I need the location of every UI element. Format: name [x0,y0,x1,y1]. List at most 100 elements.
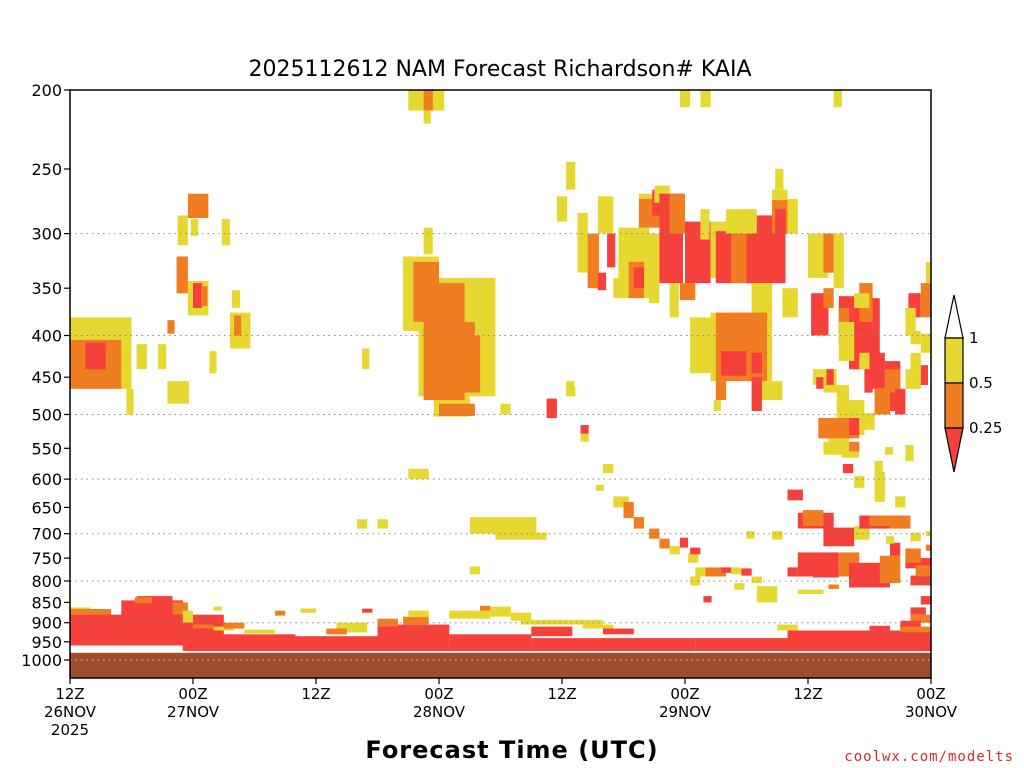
ri-region-high [490,606,511,617]
ri-region-low [842,464,854,474]
ri-region-mid [890,515,911,529]
ri-region-mid [480,605,491,611]
ri-region-low [136,596,173,607]
y-tick-label: 450 [31,368,62,387]
ri-region-low [449,634,532,651]
ri-region-mid [167,320,175,334]
ri-region-high [775,169,784,190]
y-tick-label: 400 [31,327,62,346]
ri-region-high [649,233,660,304]
ri-region-low [741,568,752,576]
ri-region-mid [900,626,931,633]
ri-region-high [669,283,679,318]
ri-region-high [726,209,757,234]
ri-region-mid [275,610,286,616]
x-tick-label: 12Z [793,685,822,703]
y-tick-label: 800 [31,572,62,591]
ri-region-high [777,624,798,631]
ri-region-high [854,293,870,308]
ri-region-high [695,567,706,577]
ri-region-high [854,476,865,488]
ri-region-high [408,468,429,480]
ri-region-low [816,377,825,389]
y-axis: 200 250 300 350 400 450 500 550 600 650 700 750 800 8… [21,81,70,670]
ri-region-high [910,532,921,542]
ri-region-high [209,351,217,374]
ri-region-mid [905,548,921,563]
y-tick-label: 200 [31,81,62,100]
ri-region-high [521,619,603,625]
colorbar-bin [944,337,964,384]
ri-region-high [859,352,870,370]
ri-region-high [613,496,629,508]
ri-region-high [377,519,388,529]
ri-region-mid [587,233,599,289]
ri-region-low [531,638,696,651]
ri-region-high [595,484,604,491]
y-tick-label: 250 [31,160,62,179]
ri-region-low [920,596,931,605]
ri-region-mid [201,286,208,306]
x-tick-label: 00Z [916,685,945,703]
colorbar-lower-arrow [944,427,964,473]
ri-region-mid [715,381,727,400]
ri-region-high [838,321,855,361]
ri-region-mid [403,616,429,625]
ri-region-high [797,589,824,594]
ri-region-high [885,536,895,544]
ri-region-high [213,606,222,611]
ri-region-low [900,620,921,629]
ri-region-mid [731,227,752,284]
ri-region-mid [705,567,726,577]
ri-region-high [746,531,755,539]
ri-region-high [556,196,568,222]
ri-region-mid [223,622,245,629]
ri-region-low [234,634,296,651]
ri-region-low [295,636,378,651]
x-tick-label: 12Z [55,685,84,703]
ri-region-low [787,630,931,652]
colorbar: 1 0.5 0.25 [944,294,1002,473]
ri-region-high [731,567,742,575]
ri-region-mid [234,315,242,336]
x-tick-label: 26NOV [44,703,97,721]
ri-region-high [126,388,134,415]
ri-region-low [531,626,573,637]
x-tick-label: 12Z [301,685,330,703]
ri-region-high [423,110,431,124]
ri-region-high [787,198,798,234]
ri-region-high [813,369,824,385]
ri-region-mid [849,441,860,452]
ri-region-high [700,209,710,240]
ri-region-mid [633,517,645,529]
y-tick-label: 350 [31,279,62,298]
x-tick-label: 00Z [424,685,453,703]
ri-region-high [244,629,276,634]
ri-region-low [890,542,901,556]
ri-region-low [910,575,931,586]
colorbar-label: 1 [969,329,979,347]
ri-region-high [500,403,511,415]
y-tick-label: 550 [31,439,62,458]
ri-region-mid [915,565,931,577]
ri-region-high [167,381,189,404]
ri-region-high [772,531,783,540]
ri-region-mid [669,193,685,234]
ri-region-mid [187,193,209,218]
ri-region-high [495,532,547,540]
ri-region-low [905,558,931,569]
colorbar-label: 0.25 [969,419,1002,437]
x-tick-label: 00Z [670,685,699,703]
ri-region-mid [70,609,111,619]
ri-region-high [221,219,230,246]
ri-region-mid [925,544,931,551]
ri-region-high [756,586,778,603]
ri-region-mid [910,614,931,623]
ri-region-low [690,547,701,555]
ri-region-high [449,610,491,619]
ri-region-low [823,527,855,547]
ri-region-high [136,344,147,370]
ri-region-mid [623,501,634,519]
ri-region-low [910,607,926,615]
y-tick-label: 900 [31,614,62,633]
